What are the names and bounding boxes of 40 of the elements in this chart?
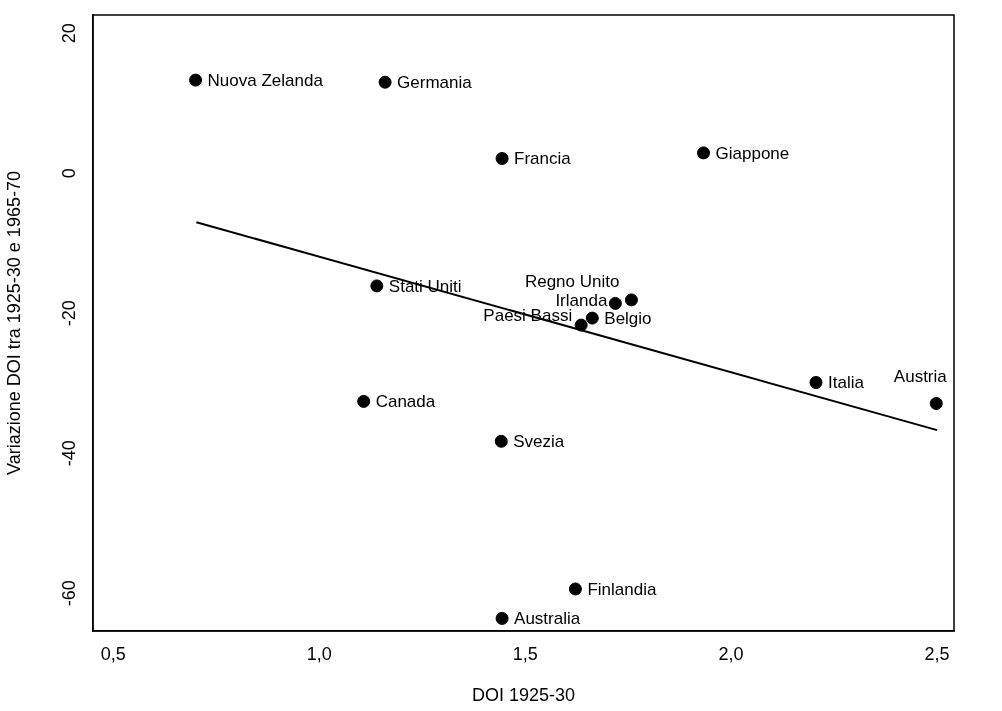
y-tick-label: -40 [58, 440, 79, 467]
y-tick-label: -20 [58, 300, 79, 327]
series-label: Italia [827, 373, 865, 393]
point [809, 376, 823, 389]
point [574, 318, 588, 332]
y-tick-label: 20 [58, 23, 79, 44]
point [495, 611, 509, 625]
point [495, 152, 509, 165]
series-label: Australia [514, 609, 581, 629]
point [929, 397, 943, 410]
series-label: Svezia [513, 431, 565, 451]
point [585, 311, 599, 325]
series-label: Finlandia [587, 579, 657, 599]
x-tick-label: 2,5 [924, 643, 950, 664]
point [189, 73, 203, 87]
series-label: Regno Unito [524, 271, 620, 291]
series-label: Nuova Zelanda [207, 70, 324, 90]
series-label: Stati Uniti [388, 276, 462, 296]
x-tick-label: 1,5 [512, 643, 538, 664]
series-label: Austria [893, 367, 948, 387]
y-tick-label: -60 [58, 580, 79, 607]
series-label: Francia [514, 149, 572, 169]
point [378, 75, 392, 89]
point [357, 394, 371, 408]
point [494, 434, 508, 448]
y-tick-label: 0 [58, 168, 79, 179]
point [608, 296, 622, 310]
series-label: Belgio [604, 308, 652, 328]
x-axis-title: DOI 1925-30 [471, 685, 576, 706]
point [370, 279, 384, 293]
y-axis-title: Variazione DOI tra 1925-30 e 1965-70 [3, 171, 24, 475]
point [697, 146, 711, 160]
x-tick-label: 1,0 [306, 643, 332, 664]
point [624, 293, 638, 307]
series-label: Giappone [715, 143, 790, 163]
series-label: Germania [397, 72, 473, 92]
series-label: Canada [375, 392, 436, 412]
x-tick-label: 2,0 [718, 643, 744, 664]
point [568, 582, 582, 596]
x-tick-label: 0,5 [100, 643, 126, 664]
